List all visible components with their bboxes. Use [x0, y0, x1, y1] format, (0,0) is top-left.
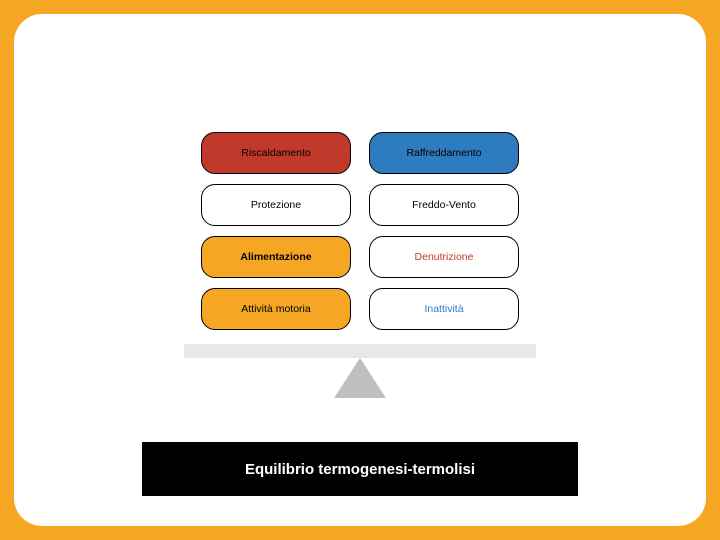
pill-label: Attività motoria [241, 303, 310, 315]
pill-label: Freddo-Vento [412, 199, 476, 211]
balance-stack: Riscaldamento Protezione Alimentazione A… [201, 132, 519, 330]
pill-label: Alimentazione [240, 251, 311, 263]
pill-riscaldamento: Riscaldamento [201, 132, 351, 174]
pill-denutrizione: Denutrizione [369, 236, 519, 278]
pill-attivita: Attività motoria [201, 288, 351, 330]
balance-beam [184, 344, 536, 358]
pill-inattivita: Inattività [369, 288, 519, 330]
pill-freddo-vento: Freddo-Vento [369, 184, 519, 226]
pill-label: Denutrizione [415, 251, 474, 263]
right-column: Raffreddamento Freddo-Vento Denutrizione… [369, 132, 519, 330]
pill-label: Riscaldamento [241, 147, 310, 159]
pill-label: Inattività [424, 303, 463, 315]
balance-fulcrum [334, 358, 386, 398]
pill-label: Raffreddamento [406, 147, 481, 159]
inner-panel: Riscaldamento Protezione Alimentazione A… [14, 14, 706, 526]
pill-raffreddamento: Raffreddamento [369, 132, 519, 174]
left-column: Riscaldamento Protezione Alimentazione A… [201, 132, 351, 330]
title-bar: Equilibrio termogenesi-termolisi [142, 442, 578, 496]
pill-protezione: Protezione [201, 184, 351, 226]
title-text: Equilibrio termogenesi-termolisi [245, 461, 475, 478]
pill-label: Protezione [251, 199, 301, 211]
pill-alimentazione: Alimentazione [201, 236, 351, 278]
